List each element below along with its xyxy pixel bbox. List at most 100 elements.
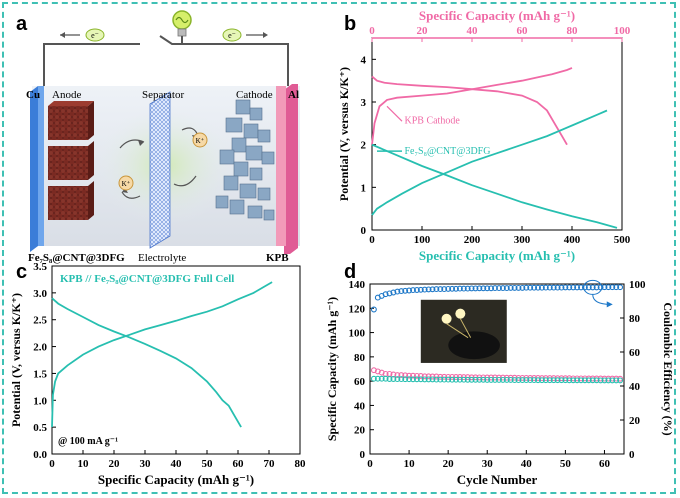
point-d-2 — [589, 377, 596, 384]
plot-frame-c — [51, 265, 301, 455]
y2-tick-label-d: 60 — [629, 347, 641, 359]
point-d-2 — [531, 377, 538, 384]
point-d-0 — [492, 285, 498, 292]
panel-b-letter: b — [344, 13, 356, 35]
x-tick-label-b: 200 — [464, 234, 481, 246]
curve-b-1-1 — [371, 109, 608, 216]
point-d-1 — [456, 374, 463, 380]
point-d-2 — [535, 377, 541, 384]
point-d-0 — [562, 284, 569, 291]
led-wires — [446, 318, 472, 339]
point-d-0 — [402, 287, 409, 294]
point-d-2 — [410, 376, 416, 383]
point-d-0 — [593, 284, 600, 291]
point-d-1 — [398, 372, 405, 379]
x-tick-label-c: 60 — [233, 458, 245, 470]
ion-label-right: K⁺ — [196, 137, 205, 145]
point-d-0 — [609, 284, 616, 291]
y-tick-label-c: 1.0 — [33, 395, 47, 407]
point-d-2 — [558, 377, 565, 384]
chart-c: 0 10 20 30 40 50 60 70 80 0.0 0.5 1.0 1.5 2.0 2.5 3.0 3.… — [9, 261, 306, 487]
plot-frame-b — [371, 37, 623, 231]
x2-tick-label-b: 40 — [467, 25, 479, 37]
cathode-particles — [215, 99, 275, 221]
curve-b-1-0 — [371, 143, 618, 229]
y-tick-label-d: 20 — [354, 425, 366, 437]
point-d-0 — [437, 286, 444, 293]
point-d-2 — [488, 376, 495, 383]
x-tick-label-d: 20 — [443, 458, 455, 470]
point-d-0 — [574, 284, 581, 291]
point-d-1 — [406, 372, 413, 379]
x-tick-label-c: 30 — [140, 458, 152, 470]
lightbulb-icon — [172, 10, 192, 44]
point-d-0 — [417, 286, 424, 293]
point-d-1 — [421, 373, 428, 380]
y-tick-label-d: 40 — [354, 400, 366, 412]
plot-frame-d — [369, 283, 625, 455]
y-tick-label-c: 3.5 — [33, 261, 47, 273]
ion-label-left: K⁺ — [122, 180, 131, 188]
point-d-0 — [406, 287, 413, 294]
point-d-2 — [542, 377, 549, 384]
point-d-2 — [507, 376, 514, 383]
point-d-2 — [464, 376, 471, 383]
point-d-2 — [538, 377, 545, 384]
y-tick-label-c: 0.0 — [33, 449, 47, 461]
led-bulb-1 — [441, 313, 452, 324]
chart-d: 0 10 20 30 40 50 60 0 20 40 60 80 100 120 140 0 20 40 60 80… — [325, 279, 675, 487]
point-d-0 — [511, 284, 518, 291]
point-d-0 — [503, 285, 510, 292]
point-d-2 — [394, 376, 401, 383]
y-tick-label-b: 0 — [361, 225, 367, 237]
point-d-2 — [570, 377, 577, 384]
potassium-ion-left: K⁺ — [118, 175, 134, 191]
point-d-2 — [370, 375, 377, 382]
point-d-2 — [613, 377, 620, 384]
y-axis-title-d: Specific Capacity (mAh g⁻¹) — [325, 297, 339, 441]
point-d-1 — [402, 372, 409, 379]
point-d-2 — [406, 376, 413, 383]
anode-cubes — [48, 101, 94, 220]
panel-d: d 0 10 20 30 40 50 60 0 20 40 60 80 100 120 140 0 20 40 60… — [325, 261, 675, 487]
x2-tick-label-b: 60 — [517, 25, 529, 37]
panel-c-letter: c — [16, 261, 27, 283]
point-d-0 — [445, 285, 452, 292]
y2-axis-title-d: Coulombic Efficiency (%) — [661, 302, 675, 435]
point-d-2 — [390, 376, 397, 382]
legend-fe7s8: Fe₇S₈@CNT@3DFG — [405, 146, 491, 157]
led-photo-coin-cell — [448, 331, 500, 360]
y2-tick-label-d: 20 — [629, 415, 641, 427]
point-d-1 — [410, 372, 416, 379]
y-tick-label-b: 2 — [361, 140, 367, 152]
chart-c-annotation: @ 100 mA g⁻¹ — [58, 436, 118, 447]
point-d-0 — [566, 284, 573, 291]
y-tick-label-d: 140 — [349, 279, 366, 291]
electron-label-left: e⁻ — [91, 31, 99, 40]
electron-right: e⁻ — [222, 28, 268, 42]
point-d-2 — [617, 377, 624, 384]
point-d-0 — [585, 284, 592, 291]
point-d-2 — [511, 377, 518, 384]
panel-a-letter: a — [16, 13, 28, 35]
point-d-1 — [453, 374, 459, 380]
point-d-0 — [398, 288, 405, 295]
x2-tick-label-b: 20 — [417, 25, 429, 37]
x-tick-label-d: 30 — [482, 458, 494, 470]
point-d-0 — [390, 289, 397, 296]
electrolyte-label: Electrolyte — [138, 252, 186, 264]
point-d-2 — [492, 376, 498, 383]
point-d-0 — [394, 288, 401, 295]
point-d-2 — [449, 376, 456, 383]
point-d-0 — [570, 284, 577, 291]
point-d-2 — [425, 376, 432, 383]
point-d-0 — [460, 285, 467, 292]
y-tick-label-d: 80 — [354, 352, 366, 364]
curve-c-discharge — [51, 297, 242, 428]
point-d-2 — [546, 377, 553, 384]
point-d-2 — [445, 376, 452, 383]
point-d-2 — [421, 376, 428, 383]
cathode-material-label: KPB — [266, 252, 289, 264]
panel-b: b 0 100 200 300 400 500 0 20 40 60 80 100 0 1 2 3 4 Speci… — [337, 8, 631, 263]
point-d-0 — [531, 284, 538, 291]
